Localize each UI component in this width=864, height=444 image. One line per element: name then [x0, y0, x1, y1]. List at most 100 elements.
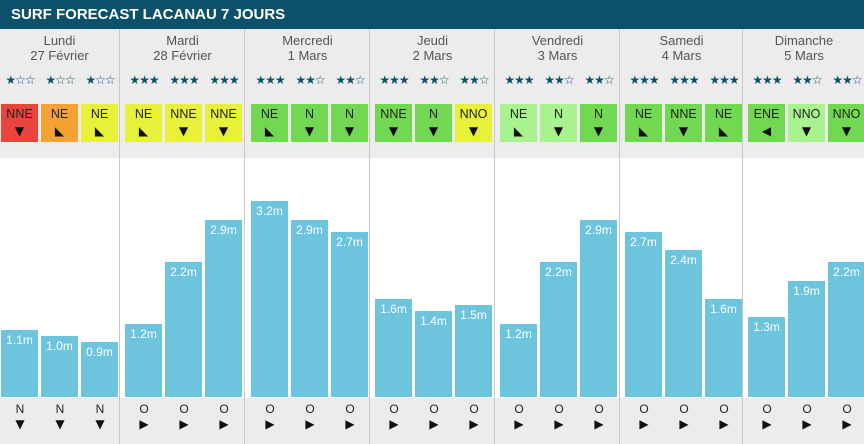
rating-stars: ★★★ [379, 73, 409, 87]
wind-arrow-icon: ▼ [593, 124, 604, 138]
wave-height-label: 1.5m [460, 308, 487, 322]
wave-height-bar: 3.2m [251, 201, 288, 397]
rating-stars: ★☆☆ [45, 73, 75, 87]
swell-arrow-icon: ▶ [679, 417, 689, 431]
rating-stars: ★★★ [504, 73, 534, 87]
swell-direction-label: O [554, 402, 564, 416]
wind-direction-label: NE [90, 107, 109, 121]
wave-height-label: 1.3m [753, 320, 780, 334]
swell-arrow-icon: ▶ [719, 417, 729, 431]
wave-height-bar: 2.9m [580, 220, 617, 397]
wind-direction-label: ENE [753, 107, 780, 121]
swell-arrow-icon: ▶ [554, 417, 564, 431]
day-date: 27 Février [30, 48, 89, 63]
rating-stars: ★★☆ [584, 73, 614, 87]
wind-direction-label: NNO [832, 107, 861, 121]
wind-arrow-icon: ▼ [678, 124, 689, 138]
day-name: Samedi [659, 33, 704, 48]
wind-direction-label: NNO [459, 107, 488, 121]
wind-box: NE ◣ [41, 104, 78, 142]
swell-arrow-icon: ▶ [429, 417, 439, 431]
wind-arrow-icon: ◣ [718, 124, 729, 138]
rating-stars: ★★☆ [792, 73, 822, 87]
swell-arrow-icon: ▶ [842, 417, 852, 431]
swell-direction-label: O [179, 402, 189, 416]
day-column: Lundi 27 Février ★☆☆ NNE ▼ 1.1m N ▼ ★☆☆ NE ◣ 1.0m N ▼… [0, 29, 119, 444]
wind-direction-label: NNO [792, 107, 821, 121]
day-name: Vendredi [531, 33, 584, 48]
wind-direction-label: NNE [380, 107, 407, 121]
wave-height-bar: 1.2m [125, 324, 162, 397]
wind-direction-label: N [428, 107, 439, 121]
wind-arrow-icon: ▼ [468, 124, 479, 138]
day-name: Lundi [43, 33, 76, 48]
rating-stars: ★★★ [255, 73, 285, 87]
rating-stars: ★★★ [669, 73, 699, 87]
wind-direction-label: NE [50, 107, 69, 121]
wave-height-label: 2.2m [545, 265, 572, 279]
swell-direction-label: O [389, 402, 399, 416]
swell-direction-label: N [15, 402, 25, 416]
wave-height-bar: 1.6m [705, 299, 742, 397]
wind-box: NNE ▼ [205, 104, 242, 142]
wave-height-bar: 0.9m [81, 342, 118, 397]
wind-box: N ▼ [415, 104, 452, 142]
swell-direction-label: O [305, 402, 315, 416]
wind-arrow-icon: ▼ [801, 124, 812, 138]
wind-arrow-icon: ◀ [761, 124, 772, 138]
wind-box: N ▼ [540, 104, 577, 142]
wind-direction-label: N [553, 107, 564, 121]
swell-direction-label: O [345, 402, 355, 416]
wind-arrow-icon: ▼ [388, 124, 399, 138]
wave-height-label: 2.7m [336, 235, 363, 249]
swell-direction-label: N [55, 402, 65, 416]
wind-box: N ▼ [291, 104, 328, 142]
swell-arrow-icon: ▶ [594, 417, 604, 431]
wind-box: NNE ▼ [375, 104, 412, 142]
wind-direction-label: NE [714, 107, 733, 121]
wind-box: NE ◣ [625, 104, 662, 142]
wind-arrow-icon: ▼ [178, 124, 189, 138]
wind-box: NNE ▼ [665, 104, 702, 142]
wind-box: NE ◣ [125, 104, 162, 142]
wave-height-bar: 2.9m [291, 220, 328, 397]
wave-height-bar: 2.4m [665, 250, 702, 397]
wind-arrow-icon: ◣ [138, 124, 149, 138]
swell-arrow-icon: ▶ [469, 417, 479, 431]
wind-direction-label: NNE [210, 107, 237, 121]
swell-arrow-icon: ▶ [179, 417, 189, 431]
wave-height-bar: 1.6m [375, 299, 412, 397]
wave-height-bar: 2.2m [540, 262, 577, 397]
wind-direction-label: N [344, 107, 355, 121]
swell-arrow-icon: ▶ [265, 417, 275, 431]
wave-height-bar: 1.0m [41, 336, 78, 397]
wind-direction-label: NE [634, 107, 653, 121]
rating-stars: ★★☆ [335, 73, 365, 87]
day-name: Mardi [166, 33, 199, 48]
swell-direction-label: O [639, 402, 649, 416]
rating-stars: ★☆☆ [5, 73, 35, 87]
wind-direction-label: N [593, 107, 604, 121]
rating-stars: ★★★ [709, 73, 739, 87]
wave-height-bar: 1.1m [1, 330, 38, 397]
day-date: 2 Mars [412, 48, 453, 63]
swell-direction-label: N [95, 402, 105, 416]
swell-arrow-icon: ▶ [139, 417, 149, 431]
wave-height-label: 1.9m [793, 284, 820, 298]
day-column: Dimanche 5 Mars ★★★ ENE ◀ 1.3m O ▶ ★★☆ NNO ▼ 1.9m O ▶… [742, 29, 864, 444]
swell-direction-label: O [265, 402, 275, 416]
wind-arrow-icon: ▼ [841, 124, 852, 138]
swell-arrow-icon: ▶ [389, 417, 399, 431]
swell-direction-label: O [842, 402, 852, 416]
day-column: Vendredi 3 Mars ★★★ NE ◣ 1.2m O ▶ ★★☆ N ▼ 2.2m O ▶ ★★☆… [494, 29, 620, 444]
wave-height-bar: 2.9m [205, 220, 242, 397]
wind-arrow-icon: ◣ [54, 124, 65, 138]
day-name: Mercredi [282, 33, 333, 48]
rating-stars: ★★★ [752, 73, 782, 87]
wind-direction-label: NE [134, 107, 153, 121]
day-column: Jeudi 2 Mars ★★★ NNE ▼ 1.6m O ▶ ★★☆ N ▼ 1.4m O ▶ ★★☆ NN… [369, 29, 495, 444]
wave-height-bar: 2.7m [331, 232, 368, 397]
swell-direction-label: O [514, 402, 524, 416]
rating-stars: ★★☆ [832, 73, 862, 87]
wind-direction-label: NNE [170, 107, 197, 121]
